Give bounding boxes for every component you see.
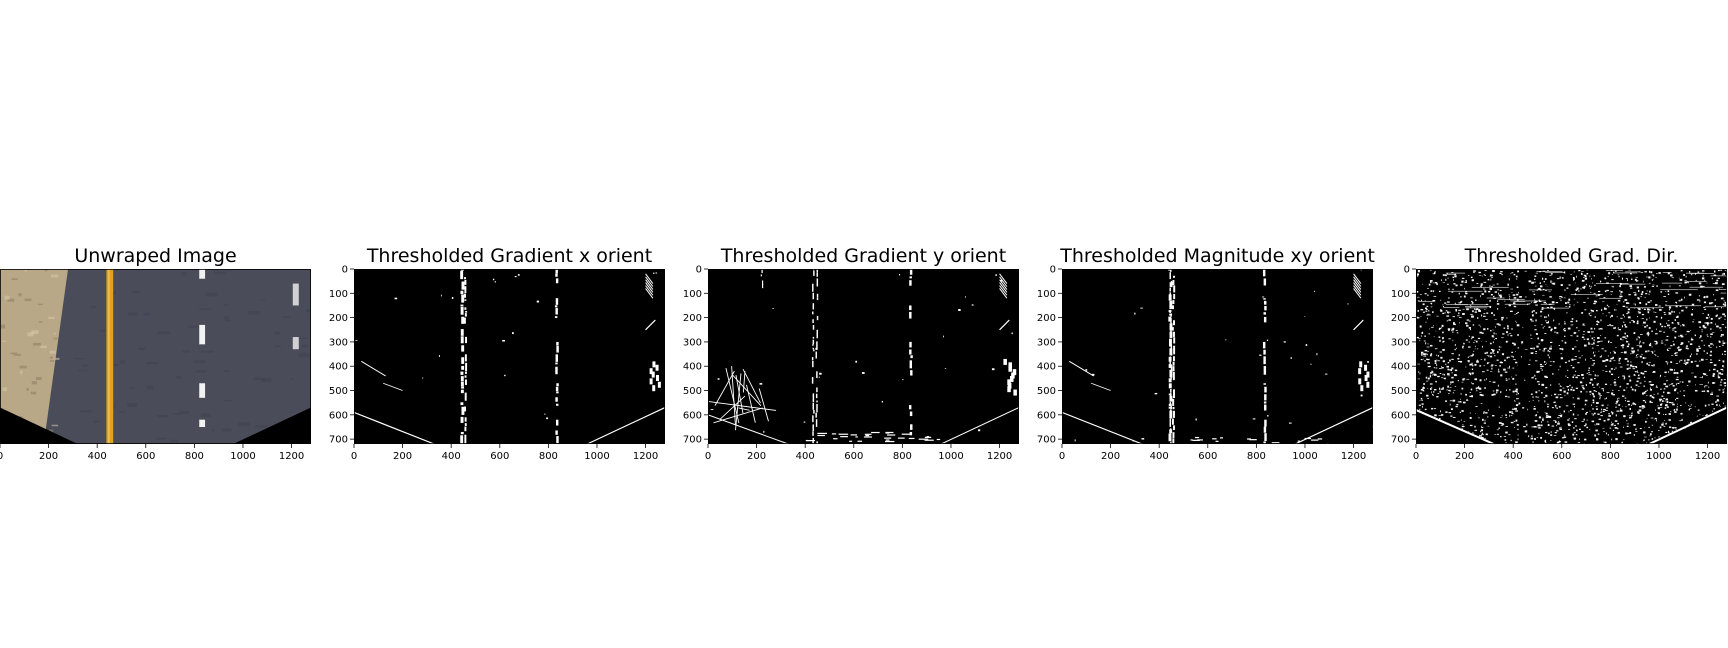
image-graddir: [1416, 269, 1727, 444]
y-tick-label: 500: [1391, 386, 1410, 397]
x-tick-label: 800: [1247, 451, 1266, 462]
x-tick-label: 600: [844, 451, 863, 462]
y-tick-label: 600: [1391, 410, 1410, 421]
x-tick-label: 400: [1504, 451, 1523, 462]
x-tick-label: 600: [136, 451, 155, 462]
image-unwarped: [0, 269, 311, 444]
axes-frame: [708, 269, 1019, 444]
x-tick-label: 200: [39, 451, 58, 462]
y-tick-label: 600: [1037, 410, 1056, 421]
x-tick-label: 200: [1455, 451, 1474, 462]
panel-grady: Thresholded Gradient y orient 0 200 400 600 8…: [683, 245, 1019, 462]
y-tick-label: 100: [683, 289, 702, 300]
y-tick-label: 100: [1391, 289, 1410, 300]
x-tick-label: 1000: [1646, 451, 1671, 462]
y-tick-label: 400: [683, 362, 702, 373]
y-tick-label: 300: [329, 337, 348, 348]
x-tick-label: 1000: [1292, 451, 1317, 462]
panel-title: Thresholded Magnitude xy orient: [1059, 245, 1375, 267]
image-magxy: [1062, 269, 1373, 444]
x-tick-label: 1000: [938, 451, 963, 462]
axes-frame: [0, 269, 311, 444]
image-grady: [708, 269, 1019, 444]
y-tick-label: 700: [329, 435, 348, 446]
y-tick-label: 600: [683, 410, 702, 421]
panel-title: Thresholded Gradient y orient: [720, 245, 1006, 267]
y-tick-label: 300: [683, 337, 702, 348]
x-tick-label: 800: [893, 451, 912, 462]
panel-title: Unwraped Image: [74, 245, 236, 267]
x-tick-label: 800: [185, 451, 204, 462]
axes-frame: [1416, 269, 1727, 444]
x-tick-label: 600: [1552, 451, 1571, 462]
x-tick-label: 1200: [1695, 451, 1720, 462]
x-tick-label: 0: [0, 451, 3, 462]
y-tick-label: 200: [329, 313, 348, 324]
y-tick-label: 200: [683, 313, 702, 324]
y-tick-label: 100: [329, 289, 348, 300]
axes-frame: [354, 269, 665, 444]
x-tick-label: 1200: [1341, 451, 1366, 462]
x-tick-label: 400: [1150, 451, 1169, 462]
y-tick-label: 500: [329, 386, 348, 397]
y-tick-label: 700: [1037, 435, 1056, 446]
y-tick-label: 400: [1037, 362, 1056, 373]
x-tick-label: 1000: [584, 451, 609, 462]
x-tick-label: 200: [747, 451, 766, 462]
x-tick-label: 200: [393, 451, 412, 462]
y-tick-label: 400: [329, 362, 348, 373]
y-tick-label: 0: [1050, 265, 1056, 276]
image-gradx: [354, 269, 665, 444]
x-tick-label: 1200: [279, 451, 304, 462]
y-tick-label: 0: [696, 265, 702, 276]
x-tick-label: 400: [442, 451, 461, 462]
y-tick-label: 0: [1404, 265, 1410, 276]
y-tick-label: 200: [1037, 313, 1056, 324]
x-tick-label: 400: [796, 451, 815, 462]
panel-unwarped: Unwraped Image 0 200 400 600 800 1000 1200: [0, 245, 311, 462]
panel-title: Thresholded Grad. Dir.: [1464, 245, 1679, 267]
x-tick-label: 400: [88, 451, 107, 462]
x-tick-label: 600: [490, 451, 509, 462]
y-tick-label: 500: [1037, 386, 1056, 397]
y-tick-label: 500: [683, 386, 702, 397]
y-tick-label: 400: [1391, 362, 1410, 373]
panel-gradx: Thresholded Gradient x orient 0 200 400 600 8…: [329, 245, 665, 462]
y-tick-label: 100: [1037, 289, 1056, 300]
x-tick-label: 0: [1413, 451, 1419, 462]
axes-frame: [1062, 269, 1373, 444]
x-tick-label: 800: [1601, 451, 1620, 462]
x-tick-label: 200: [1101, 451, 1120, 462]
x-tick-label: 1200: [987, 451, 1012, 462]
x-tick-label: 0: [1059, 451, 1065, 462]
y-tick-label: 0: [342, 265, 348, 276]
x-tick-label: 1000: [230, 451, 255, 462]
y-tick-label: 200: [1391, 313, 1410, 324]
panel-graddir: Thresholded Grad. Dir.0 200 400 600 800 1000 1…: [1391, 245, 1727, 462]
x-tick-label: 0: [351, 451, 357, 462]
x-tick-label: 1200: [633, 451, 658, 462]
y-tick-label: 300: [1391, 337, 1410, 348]
y-tick-label: 700: [1391, 435, 1410, 446]
y-tick-label: 700: [683, 435, 702, 446]
x-tick-label: 600: [1198, 451, 1217, 462]
y-tick-label: 600: [329, 410, 348, 421]
y-tick-label: 300: [1037, 337, 1056, 348]
x-tick-label: 800: [539, 451, 558, 462]
x-tick-label: 0: [705, 451, 711, 462]
panel-title: Thresholded Gradient x orient: [366, 245, 652, 267]
